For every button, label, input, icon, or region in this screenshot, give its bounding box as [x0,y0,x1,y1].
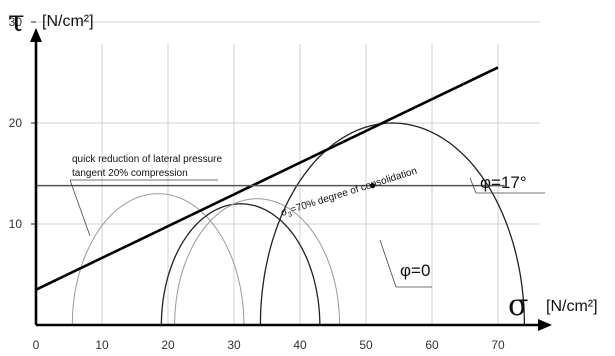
x-axis-unit: [N/cm²] [546,298,598,315]
consolidation-envelope [35,66,499,291]
tangent-marker [370,183,376,189]
axes [30,28,552,331]
x-tick-label: 70 [491,338,505,352]
x-axis-symbol: σ [508,288,528,323]
mohr-circle [259,122,526,326]
phi0-leader [379,239,397,288]
consolidation-label: σ3=70% degree of consolidation [280,166,419,221]
note-leader [69,179,91,237]
x-tick-label: 60 [425,338,439,352]
note-lateral-pressure: quick reduction of lateral pressure [72,154,223,165]
x-tick-label: 50 [359,338,373,352]
mohr-circles [71,122,526,326]
y-tick-label: 30 [9,15,23,29]
x-tick-label: 30 [227,338,241,352]
x-tick-label: 20 [161,338,175,352]
mohr-circle [71,193,245,326]
y-tick-label: 10 [9,217,23,231]
phi17-leader [469,177,477,194]
phi17-label: φ=17° [480,173,527,192]
x-tick-label: 40 [293,338,307,352]
x-tick-labels: 0 10 20 30 40 50 60 70 [33,338,505,352]
envelope-lines [35,66,505,291]
y-axis-arrow [30,28,42,42]
x-tick-label: 0 [33,338,40,352]
mohr-circle [160,203,321,325]
mohr-circle [174,198,341,326]
x-tick-label: 10 [95,338,109,352]
phi0-label: φ=0 [400,261,430,280]
y-axis-symbol: τ [8,4,25,39]
y-tick-label: 20 [9,116,23,130]
y-axis-unit: [N/cm²] [42,13,94,30]
note-tangent-compression: tangent 20% compression [72,168,188,179]
x-axis-arrow [538,319,552,331]
